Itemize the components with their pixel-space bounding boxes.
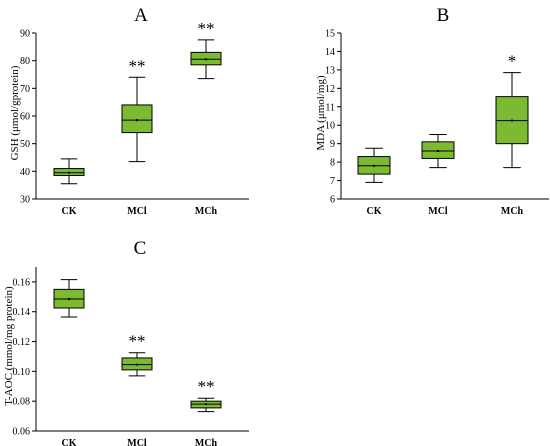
y-tick-label: 8 <box>330 158 335 169</box>
box-mcl <box>121 104 153 134</box>
category-label-mch: MCh <box>195 206 218 217</box>
mean-marker-mcl <box>437 150 439 153</box>
panel-letter-a: A <box>134 5 148 26</box>
y-tick-label: 0.08 <box>13 397 31 408</box>
y-tick-label: 0.10 <box>13 367 31 378</box>
y-axis-title-a: GSH (μmol/gprotein) <box>9 65 21 160</box>
category-label-mcl: MCl <box>127 438 147 446</box>
y-tick-label: 10 <box>325 121 335 132</box>
y-tick-label: 40 <box>20 167 30 178</box>
y-axis-title-b: MDA (μmol/mg) <box>315 75 327 151</box>
significance-label-mcl: ** <box>129 332 146 351</box>
y-tick-label: 30 <box>20 195 30 206</box>
y-tick-label: 50 <box>20 139 30 150</box>
category-label-ck: CK <box>62 438 77 446</box>
plot-area-a: 30 40 50 60 70 80 90 CK ** MCl ** MCh <box>20 19 249 217</box>
category-label-mcl: MCl <box>127 206 147 217</box>
category-label-mch: MCh <box>501 206 524 217</box>
mean-marker-mcl <box>136 119 138 122</box>
y-tick-label: 13 <box>325 65 335 76</box>
plot-area-c: 0.06 0.08 0.10 0.12 0.14 0.16 CK ** MCl ** MCh <box>13 267 249 446</box>
significance-label-mch: ** <box>198 19 215 38</box>
y-tick-label: 14 <box>325 47 335 58</box>
plot-area-b: 6 7 8 9 10 11 12 13 14 15 CK MCl * MCh <box>325 29 549 217</box>
category-label-mch: MCh <box>195 438 218 446</box>
significance-label-mch: ** <box>198 377 215 396</box>
panel-a: A GSH (μmol/gprotein) 30 40 50 60 70 80 90 CK **… <box>9 5 249 217</box>
y-tick-label: 9 <box>330 139 335 150</box>
y-tick-label: 90 <box>20 29 30 40</box>
mean-marker-ck <box>68 298 70 301</box>
panel-c: C T-AOC (mmol/mg protein) 0.060.080.100.… <box>3 238 249 446</box>
category-label-mcl: MCl <box>428 206 448 217</box>
y-tick-label: 11 <box>325 102 335 113</box>
significance-label-mcl: ** <box>129 56 146 75</box>
y-tick-label: 0.12 <box>13 337 31 348</box>
y-tick-label: 0.14 <box>13 307 31 318</box>
y-axis-title-c: T-AOC (mmol/mg protein) <box>3 286 15 406</box>
y-tick-label: 0.16 <box>13 277 31 288</box>
panel-letter-b: B <box>437 5 450 26</box>
significance-label-mch: * <box>508 52 517 71</box>
y-tick-label: 15 <box>325 29 335 40</box>
mean-marker-mch <box>205 403 207 406</box>
mean-marker-ck <box>68 171 70 174</box>
panel-letter-c: C <box>134 238 147 259</box>
y-tick-label: 12 <box>325 84 335 95</box>
category-label-ck: CK <box>367 206 382 217</box>
mean-marker-mcl <box>136 363 138 366</box>
y-tick-label: 70 <box>20 84 30 95</box>
mean-marker-ck <box>373 164 375 167</box>
mean-marker-mch <box>511 119 513 122</box>
y-tick-label: 80 <box>20 56 30 67</box>
panel-b: B MDA (μmol/mg) 6 7 8 9 10 11 12 13 14 15 CK MCl * MC… <box>315 5 549 217</box>
category-label-ck: CK <box>62 206 77 217</box>
y-tick-label: 6 <box>330 195 335 206</box>
y-tick-label: 7 <box>330 176 335 187</box>
mean-marker-mch <box>205 58 207 61</box>
y-tick-label: 60 <box>20 112 30 123</box>
y-tick-label: 0.06 <box>13 427 31 438</box>
